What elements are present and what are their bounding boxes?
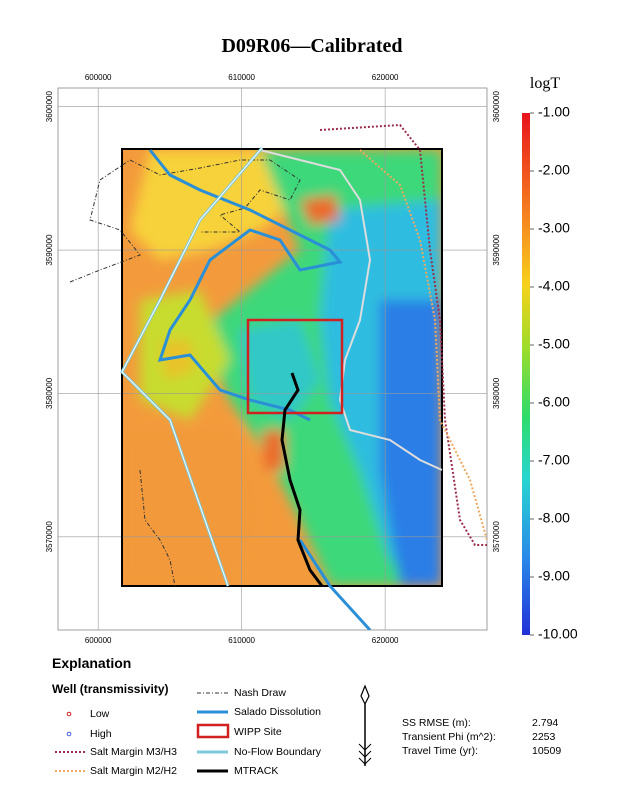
x-tick-label: 600000 [85, 636, 112, 645]
wipp-site [246, 318, 344, 415]
stat-value: 2253 [532, 731, 556, 743]
north-arrow [358, 684, 372, 766]
x-tick-label: 620000 [372, 73, 399, 82]
salado-dissolution [298, 539, 372, 630]
legend-symbol [66, 711, 72, 717]
mtrack [280, 372, 324, 587]
legend-item: MTRACK [234, 765, 278, 777]
colorbar-tick-label: -5.00 [538, 336, 570, 352]
legend-item: WIPP Site [234, 726, 282, 738]
y-tick-label: 3590000 [492, 234, 501, 266]
legend-item: No-Flow Boundary [234, 746, 322, 758]
salt-margin-m3h3 [319, 123, 487, 546]
nash-draw [69, 159, 301, 283]
colorbar-tick-label: -10.00 [538, 626, 578, 642]
y-tick-label: 3580000 [45, 377, 54, 409]
legend-item: High [90, 728, 112, 740]
colorbar-tick-label: -9.00 [538, 568, 570, 584]
stat-value: 10509 [532, 745, 561, 757]
x-tick-label: 620000 [372, 636, 399, 645]
x-tick-label: 610000 [228, 73, 255, 82]
y-tick-label: 3570000 [492, 521, 501, 553]
legend-symbol [66, 731, 72, 737]
stat-label: SS RMSE (m): [402, 717, 471, 729]
legend-symbol [196, 723, 230, 739]
legend-item: Salado Dissolution [234, 706, 321, 718]
stat-value: 2.794 [532, 717, 558, 729]
map [57, 87, 488, 631]
y-tick-label: 3590000 [45, 234, 54, 266]
transmissivity-field [122, 149, 442, 586]
stat-label: Travel Time (yr): [402, 745, 478, 757]
legend-item: Nash Draw [234, 687, 286, 699]
legend-item: Salt Margin M3/H3 [90, 746, 177, 758]
nash-draw [139, 469, 176, 587]
legend-item: Salt Margin M2/H2 [90, 765, 177, 777]
y-tick-label: 3580000 [492, 377, 501, 409]
y-tick-label: 3600000 [492, 91, 501, 123]
colorbar-tick-label: -2.00 [538, 162, 570, 178]
colorbar [522, 113, 530, 635]
colorbar-tick-label: -4.00 [538, 278, 570, 294]
legend-item: Low [90, 708, 110, 720]
y-tick-label: 3570000 [45, 521, 54, 553]
colorbar-tick-label: -1.00 [538, 104, 570, 120]
title: D09R06—Calibrated [221, 35, 402, 57]
colorbar-tick-label: -3.00 [538, 220, 570, 236]
colorbar-title: logT [530, 75, 560, 92]
no-flow-boundary [121, 147, 263, 587]
salado-dissolution [148, 149, 343, 422]
salado-dissolution [259, 149, 443, 471]
y-tick-label: 3600000 [45, 91, 54, 123]
colorbar-tick-label: -7.00 [538, 452, 570, 468]
stat-label: Transient Phi (m^2): [402, 731, 496, 743]
x-tick-label: 610000 [228, 636, 255, 645]
colorbar-tick-label: -6.00 [538, 394, 570, 410]
legend-title: Explanation [52, 655, 131, 671]
salt-margin-m2h2 [359, 149, 487, 541]
model-domain [121, 148, 443, 587]
x-tick-label: 600000 [85, 73, 112, 82]
colorbar-tick-label: -8.00 [538, 510, 570, 526]
well-title: Well (transmissivity) [52, 682, 168, 696]
legend-symbols [55, 692, 230, 773]
